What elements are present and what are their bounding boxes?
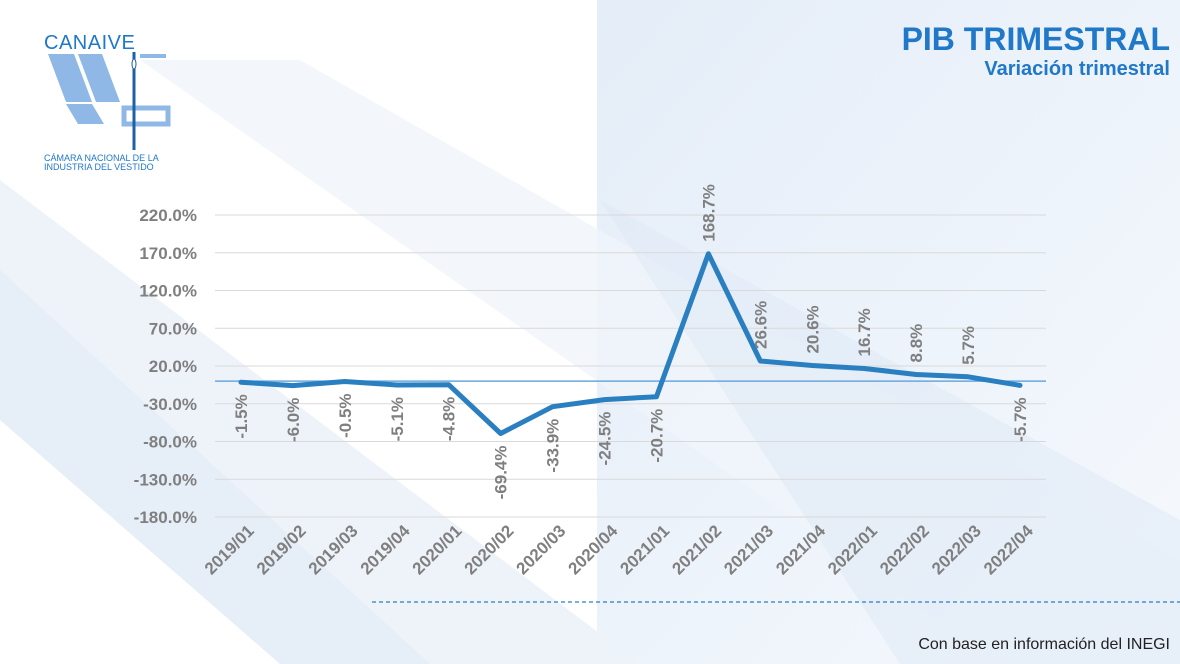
x-tick-label: 2019/03 — [305, 521, 362, 578]
canaive-logo: CANAIVE CÁMARA NACIONAL DE LA INDUSTRIA … — [40, 30, 180, 172]
x-axis-ticks: 2019/012019/022019/032019/042020/012020/… — [201, 521, 1037, 578]
x-tick-label: 2021/03 — [720, 521, 777, 578]
title-block: PIB TRIMESTRAL Variación trimestral — [902, 20, 1170, 80]
x-tick-label: 2020/04 — [564, 521, 621, 578]
x-tick-label: 2022/01 — [824, 521, 881, 578]
y-tick-label: 120.0% — [139, 282, 197, 301]
source-note: Con base en información del INEGI — [918, 636, 1170, 653]
data-label: -20.7% — [647, 409, 666, 463]
needle-emblem-icon — [48, 52, 171, 150]
data-label: -4.8% — [440, 397, 459, 441]
y-tick-label: -30.0% — [143, 395, 197, 414]
x-tick-label: 2020/03 — [513, 521, 570, 578]
x-tick-label: 2022/04 — [980, 521, 1037, 578]
y-tick-label: -130.0% — [134, 470, 197, 489]
x-tick-label: 2019/04 — [357, 521, 414, 578]
x-tick-label: 2021/04 — [772, 521, 829, 578]
data-label: -5.7% — [1011, 397, 1030, 441]
page-title: PIB TRIMESTRAL — [901, 21, 1170, 57]
data-label: -0.5% — [336, 393, 355, 437]
y-axis-ticks: 220.0% 170.0% 120.0% 70.0% 20.0% -30.0% -80.0%… — [134, 206, 197, 527]
data-label: 26.6% — [751, 301, 770, 349]
data-label: 16.7% — [855, 308, 874, 356]
data-label: -6.0% — [284, 398, 303, 442]
y-tick-label: 70.0% — [149, 319, 197, 338]
x-tick-label: 2022/03 — [928, 521, 985, 578]
data-label: -33.9% — [544, 419, 563, 473]
data-label: -69.4% — [492, 445, 511, 499]
data-label: -1.5% — [232, 394, 251, 438]
x-tick-label: 2020/01 — [409, 521, 466, 578]
y-tick-label: -180.0% — [134, 508, 197, 527]
data-label: 20.6% — [803, 305, 822, 353]
x-tick-label: 2019/02 — [253, 521, 310, 578]
x-tick-label: 2019/01 — [201, 521, 258, 578]
y-tick-label: 20.0% — [149, 357, 197, 376]
data-label: 168.7% — [699, 184, 718, 242]
x-tick-label: 2022/02 — [876, 521, 933, 578]
logo-name: CANAIVE — [44, 32, 136, 54]
x-tick-label: 2020/02 — [461, 521, 518, 578]
y-tick-label: -80.0% — [143, 433, 197, 452]
data-label: -5.1% — [388, 397, 407, 441]
x-tick-label: 2021/01 — [616, 521, 673, 578]
series-line — [238, 251, 1023, 436]
data-label: -24.5% — [596, 412, 615, 466]
grid-lines — [215, 214, 1046, 518]
data-label: 5.7% — [959, 326, 978, 365]
data-label: 8.8% — [907, 324, 926, 363]
series-polyline — [238, 251, 1023, 436]
y-tick-label: 170.0% — [139, 244, 197, 263]
logo-subtitle: CÁMARA NACIONAL DE LA INDUSTRIA DEL VEST… — [44, 153, 159, 172]
data-labels: -1.5% -6.0% -0.5% -5.1% -4.8% -69.4% -33.9% -24… — [232, 184, 1030, 499]
page-subtitle: Variación trimestral — [984, 58, 1170, 80]
x-tick-label: 2021/02 — [668, 521, 725, 578]
y-tick-label: 220.0% — [139, 206, 197, 225]
